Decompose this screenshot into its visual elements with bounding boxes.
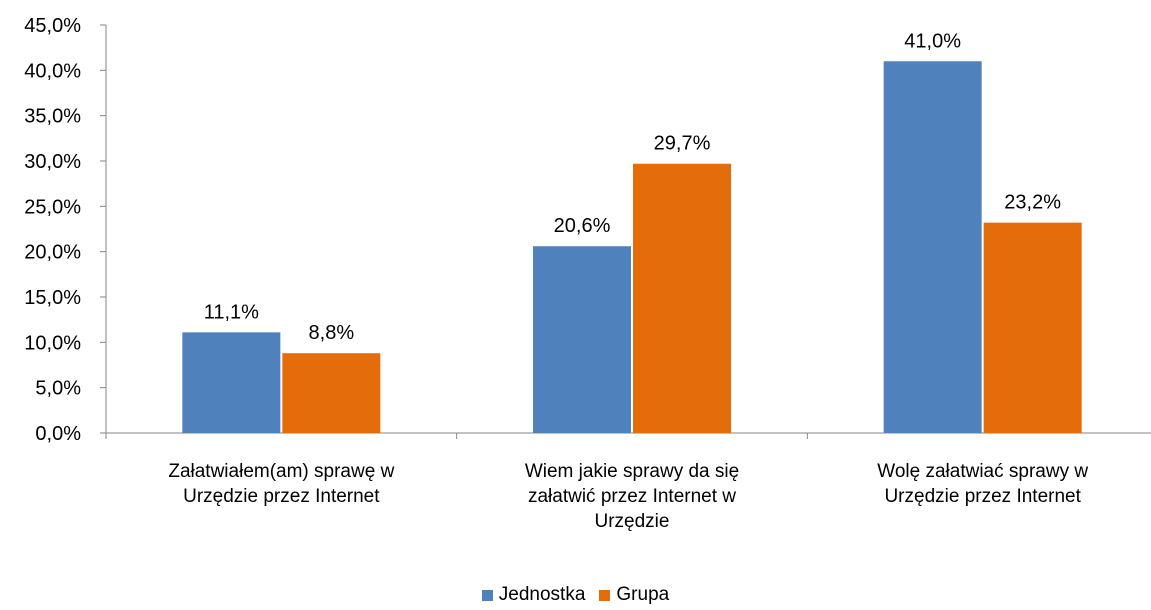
y-tick-label: 45,0% [24, 15, 81, 37]
legend-item-grupa: Grupa [599, 584, 669, 606]
legend-swatch-grupa [599, 589, 611, 601]
bar-jednostka-0 [182, 332, 281, 433]
y-tick-label: 25,0% [24, 196, 81, 218]
x-category-label-line: załatwić przez Internet w [528, 486, 736, 507]
data-label: 11,1% [204, 301, 259, 323]
chart-canvas: 0,0% 5,0% 10,0% 15,0% 20,0% 25,0% 30,0% 35,0% 40… [24, 15, 1151, 532]
y-tick-label: 5,0% [35, 378, 81, 400]
x-category-label-line: Wolę załatwiać sprawy w [877, 461, 1088, 482]
data-label: 8,8% [309, 322, 355, 344]
x-category-label-line: Urzędzie [595, 511, 670, 532]
y-tick-label: 20,0% [24, 242, 81, 264]
x-category-label-line: Załatwiałem(am) sprawę w [168, 461, 394, 482]
data-label: 29,7% [654, 133, 711, 155]
bar-grupa-2 [983, 222, 1082, 433]
x-category-label: Wiem jakie sprawy da się załatwić przez I… [525, 461, 739, 532]
y-tick-label: 35,0% [24, 106, 81, 128]
x-category-label: Wolę załatwiać sprawy w Urzędzie przez In… [877, 461, 1088, 507]
bar-grupa-0 [282, 353, 381, 433]
legend-label-jednostka: Jednostka [498, 584, 586, 605]
y-tick-label: 30,0% [24, 151, 81, 173]
x-category-label-line: Urzędzie przez Internet [183, 486, 380, 507]
bar-grupa-1 [633, 163, 731, 433]
data-label: 20,6% [554, 215, 611, 237]
y-tick-label: 15,0% [24, 287, 81, 309]
y-tick-label: 40,0% [24, 60, 81, 82]
data-label: 23,2% [1004, 192, 1061, 214]
legend-swatch-jednostka [481, 589, 493, 601]
y-tick-label: 10,0% [24, 332, 81, 354]
legend: Jednostka Grupa [0, 584, 1151, 606]
y-tick-label: 0,0% [35, 423, 81, 445]
data-label: 41,0% [904, 30, 961, 52]
bar-jednostka-1 [533, 246, 631, 433]
x-category-label-line: Wiem jakie sprawy da się [525, 461, 739, 482]
legend-label-grupa: Grupa [616, 584, 670, 605]
x-category-label-line: Urzędzie przez Internet [884, 486, 1081, 507]
bar-jednostka-2 [883, 61, 982, 434]
x-category-label: Załatwiałem(am) sprawę w Urzędzie przez I… [168, 461, 394, 507]
legend-item-jednostka: Jednostka [481, 584, 586, 606]
